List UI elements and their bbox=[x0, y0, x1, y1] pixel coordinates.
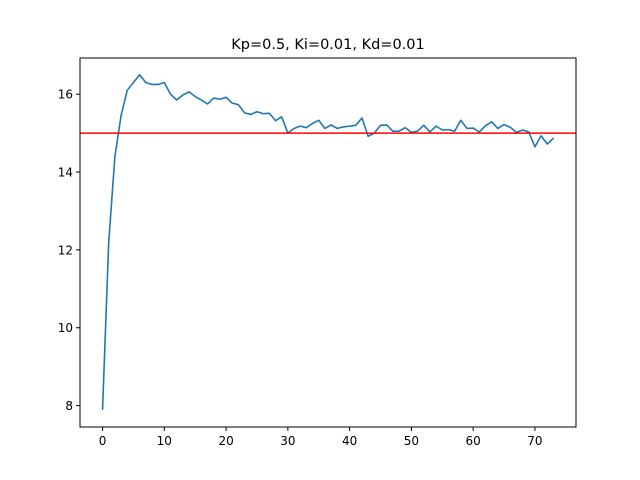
axes-frame bbox=[79, 57, 577, 428]
data-point bbox=[268, 112, 270, 114]
data-point bbox=[132, 81, 135, 84]
data-point bbox=[342, 126, 345, 128]
data-point bbox=[330, 124, 332, 126]
data-point bbox=[262, 113, 264, 115]
x-tick-label: 70 bbox=[527, 434, 542, 448]
data-point bbox=[379, 124, 382, 126]
data-point bbox=[386, 124, 388, 126]
data-point bbox=[540, 135, 542, 137]
data-point bbox=[237, 104, 240, 106]
data-point bbox=[120, 115, 122, 117]
data-point bbox=[336, 127, 338, 130]
data-point bbox=[299, 125, 301, 127]
y-tick-label: 12 bbox=[58, 243, 73, 257]
data-point bbox=[472, 127, 474, 129]
data-point bbox=[256, 111, 258, 113]
data-point bbox=[435, 125, 437, 127]
x-tick-label: 0 bbox=[99, 434, 107, 448]
data-point bbox=[466, 127, 468, 130]
data-point bbox=[176, 99, 178, 101]
data-point bbox=[349, 125, 351, 127]
data-point bbox=[293, 127, 295, 130]
data-point bbox=[101, 408, 104, 411]
data-point bbox=[169, 93, 172, 95]
data-point bbox=[484, 125, 487, 127]
data-point bbox=[157, 83, 159, 86]
data-point bbox=[151, 83, 153, 86]
data-point bbox=[281, 116, 283, 118]
x-tick-label: 50 bbox=[404, 434, 419, 448]
data-point bbox=[250, 113, 252, 116]
data-point bbox=[546, 143, 548, 145]
data-point bbox=[552, 137, 555, 139]
data-point bbox=[213, 97, 215, 99]
data-point bbox=[503, 123, 505, 126]
data-point bbox=[528, 131, 530, 133]
data-point bbox=[311, 122, 314, 124]
data-point bbox=[509, 126, 511, 128]
data-point bbox=[460, 119, 462, 121]
data-point bbox=[206, 103, 209, 105]
data-point bbox=[126, 89, 128, 91]
data-point bbox=[491, 121, 493, 123]
y-tick-label: 14 bbox=[58, 166, 73, 180]
data-point bbox=[188, 91, 190, 93]
y-tick-label: 10 bbox=[58, 321, 73, 335]
data-point bbox=[441, 129, 443, 131]
data-point bbox=[392, 130, 394, 132]
data-point bbox=[416, 130, 419, 132]
data-point bbox=[219, 98, 221, 100]
x-tick-label: 30 bbox=[280, 434, 295, 448]
data-point bbox=[274, 120, 277, 122]
data-point bbox=[318, 119, 320, 121]
data-point bbox=[355, 124, 357, 126]
data-point bbox=[163, 81, 165, 84]
y-tick-label: 16 bbox=[58, 88, 73, 102]
x-tick-label: 20 bbox=[218, 434, 233, 448]
data-point bbox=[225, 96, 227, 98]
data-point bbox=[367, 135, 369, 137]
data-point bbox=[145, 81, 147, 84]
chart-title: Kp=0.5, Ki=0.01, Kd=0.01 bbox=[231, 37, 424, 53]
data-point bbox=[108, 241, 110, 243]
data-point bbox=[324, 127, 326, 130]
data-point bbox=[398, 130, 400, 132]
data-point bbox=[139, 74, 141, 76]
y-tick-label: 8 bbox=[65, 399, 73, 413]
data-point bbox=[231, 102, 233, 104]
data-point bbox=[114, 155, 116, 158]
data-point bbox=[182, 94, 184, 96]
data-point bbox=[497, 127, 499, 130]
data-point bbox=[454, 130, 456, 132]
data-point bbox=[244, 112, 246, 114]
data-point bbox=[447, 129, 450, 131]
data-point bbox=[361, 117, 363, 119]
data-point bbox=[404, 127, 406, 129]
data-point bbox=[534, 146, 536, 148]
data-point bbox=[200, 99, 202, 101]
data-point bbox=[194, 95, 196, 98]
x-tick-label: 40 bbox=[342, 434, 357, 448]
x-tick-label: 60 bbox=[466, 434, 481, 448]
data-point bbox=[521, 129, 524, 131]
series-line bbox=[101, 73, 554, 410]
data-point bbox=[305, 127, 307, 129]
data-point bbox=[429, 131, 431, 133]
x-tick-label: 10 bbox=[157, 434, 172, 448]
data-point bbox=[478, 131, 480, 133]
data-point bbox=[423, 124, 425, 126]
plot-area: 0 10 20 30 40 50 60 70 8 10 12 14 16 bbox=[58, 73, 576, 448]
